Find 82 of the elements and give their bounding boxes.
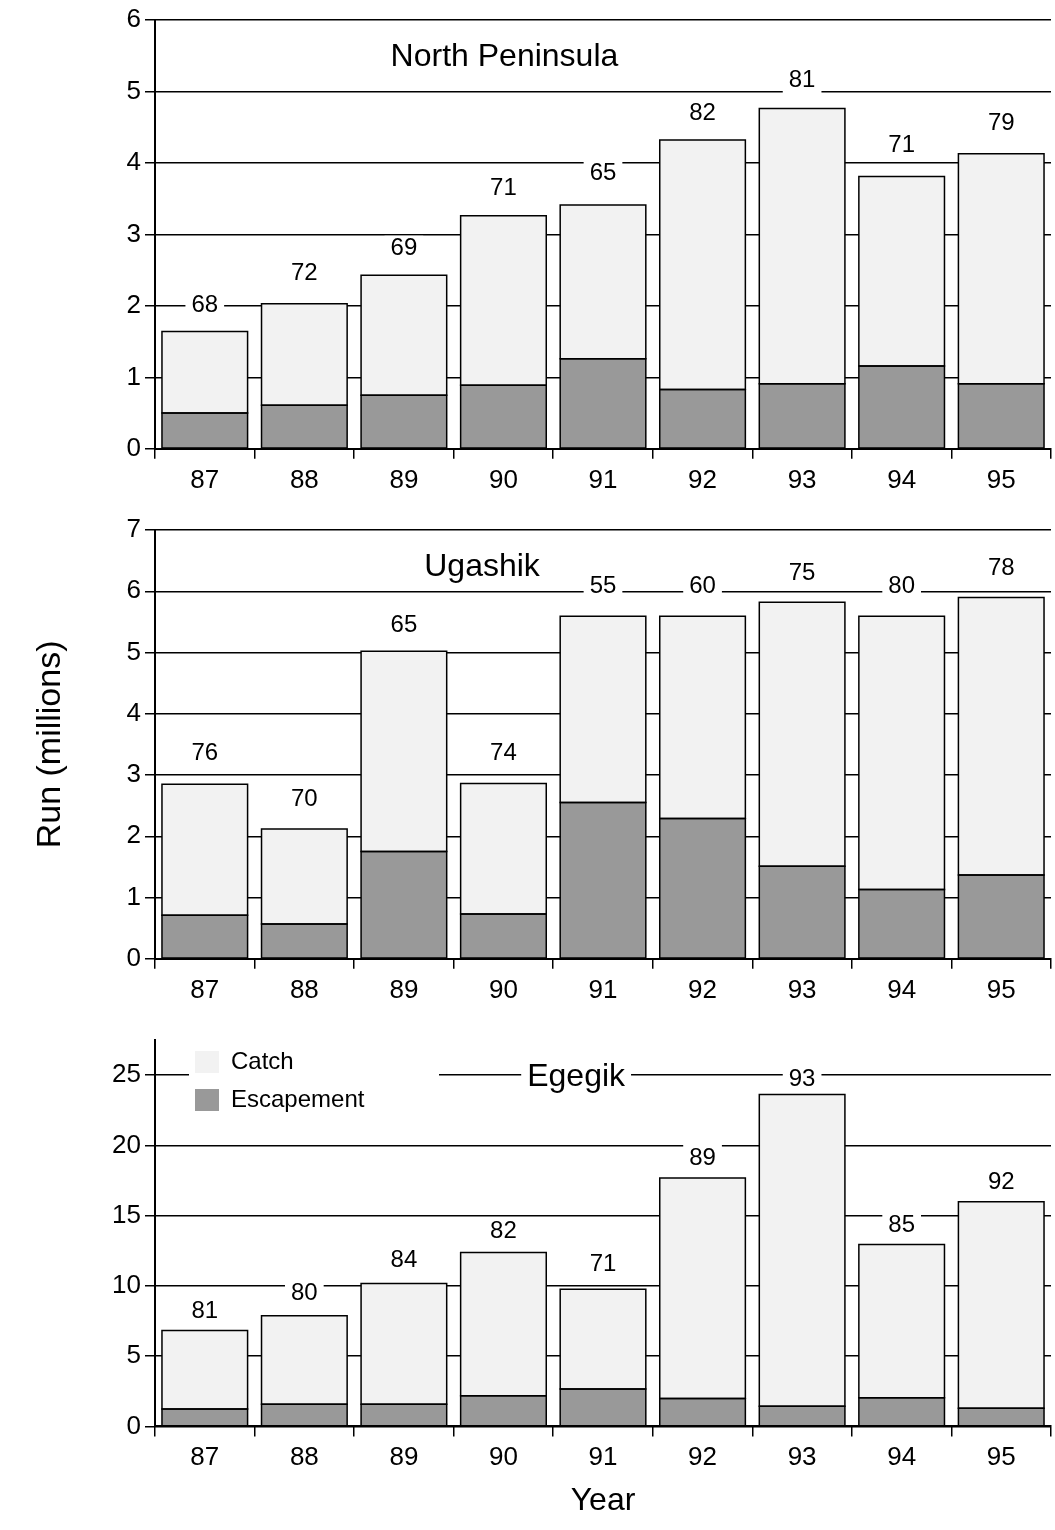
- annotation: 71: [490, 172, 517, 200]
- legend-label: Catch: [231, 1046, 294, 1074]
- annotation: 82: [689, 97, 716, 125]
- x-tick-label: 89: [389, 1441, 419, 1472]
- text: North Peninsula: [390, 36, 619, 73]
- legend-label: Escapement: [231, 1084, 365, 1112]
- annotation: 75: [788, 557, 816, 585]
- x-tick-label: 87: [190, 1441, 220, 1472]
- y-tick-label: 5: [126, 635, 141, 666]
- annotation: 71: [888, 129, 916, 157]
- text: Ugashik: [424, 546, 541, 583]
- annotation: 82: [490, 1215, 517, 1243]
- annotation: 80: [290, 1277, 318, 1305]
- annotation: 81: [788, 65, 816, 93]
- y-tick-label: 4: [126, 146, 141, 177]
- x-tick-label: 90: [488, 1441, 518, 1472]
- x-tick-label: 91: [588, 1441, 618, 1472]
- x-tick-label: 95: [986, 463, 1016, 494]
- annotation: 79: [987, 108, 1015, 136]
- annotation: 68: [191, 290, 219, 318]
- x-tick-label: 94: [887, 1441, 917, 1472]
- y-tick-label: 6: [126, 3, 141, 34]
- y-tick-label: 3: [126, 217, 141, 248]
- x-tick-label: 87: [190, 973, 220, 1004]
- text: Egegik: [527, 1056, 627, 1093]
- y-tick-label: 0: [126, 1409, 141, 1440]
- x-tick-label: 93: [787, 973, 817, 1004]
- x-tick-label: 89: [389, 463, 419, 494]
- y-tick-label: 0: [126, 431, 141, 462]
- x-tick-label: 95: [986, 1441, 1016, 1472]
- x-tick-label: 91: [588, 463, 618, 494]
- x-axis-title: Year: [570, 1480, 636, 1517]
- y-tick-label: 1: [126, 360, 141, 391]
- y-tick-label: 2: [126, 289, 141, 320]
- x-tick-label: 90: [488, 973, 518, 1004]
- x-tick-label: 92: [688, 1441, 718, 1472]
- x-tick-label: 94: [887, 973, 917, 1004]
- annotation: 76: [191, 738, 219, 766]
- annotation: 55: [589, 570, 617, 598]
- annotation: 78: [987, 553, 1015, 581]
- annotation: 69: [390, 233, 418, 261]
- x-tick-label: 92: [688, 463, 718, 494]
- annotation: 85: [888, 1210, 916, 1238]
- x-tick-label: 88: [289, 1441, 319, 1472]
- x-tick-label: 93: [787, 1441, 817, 1472]
- y-tick-label: 0: [126, 941, 141, 972]
- x-tick-label: 88: [289, 973, 319, 1004]
- x-tick-label: 93: [787, 463, 817, 494]
- annotation: 65: [589, 158, 617, 186]
- y-tick-label: 3: [126, 758, 141, 789]
- annotation: 72: [290, 258, 318, 286]
- x-tick-label: 95: [986, 973, 1016, 1004]
- y-tick-label: 20: [112, 1128, 141, 1159]
- y-tick-label: 5: [126, 1339, 141, 1370]
- y-tick-label: 25: [112, 1058, 141, 1089]
- y-tick-label: 1: [126, 880, 141, 911]
- annotation: 74: [490, 738, 517, 766]
- annotation: 93: [788, 1063, 816, 1091]
- y-tick-label: 10: [112, 1269, 141, 1300]
- y-axis-title: Run (millions): [28, 640, 67, 849]
- y-tick-label: 15: [112, 1198, 141, 1229]
- y-tick-label: 7: [126, 513, 141, 544]
- y-tick-label: 2: [126, 819, 141, 850]
- x-tick-label: 91: [588, 973, 618, 1004]
- x-tick-label: 89: [389, 973, 419, 1004]
- annotation: 65: [390, 609, 418, 637]
- x-tick-label: 88: [289, 463, 319, 494]
- x-tick-label: 92: [688, 973, 718, 1004]
- annotation: 71: [589, 1249, 617, 1277]
- annotation: 60: [689, 570, 716, 598]
- annotation: 81: [191, 1295, 219, 1323]
- annotation: 92: [987, 1166, 1015, 1194]
- annotation: 84: [390, 1244, 418, 1272]
- x-tick-label: 90: [488, 463, 518, 494]
- annotation: 70: [290, 784, 318, 812]
- y-tick-label: 4: [126, 696, 141, 727]
- annotation: 80: [888, 570, 916, 598]
- x-tick-label: 87: [190, 463, 220, 494]
- y-tick-label: 6: [126, 574, 141, 605]
- x-tick-label: 94: [887, 463, 917, 494]
- annotation: 89: [689, 1142, 716, 1170]
- y-tick-label: 5: [126, 74, 141, 105]
